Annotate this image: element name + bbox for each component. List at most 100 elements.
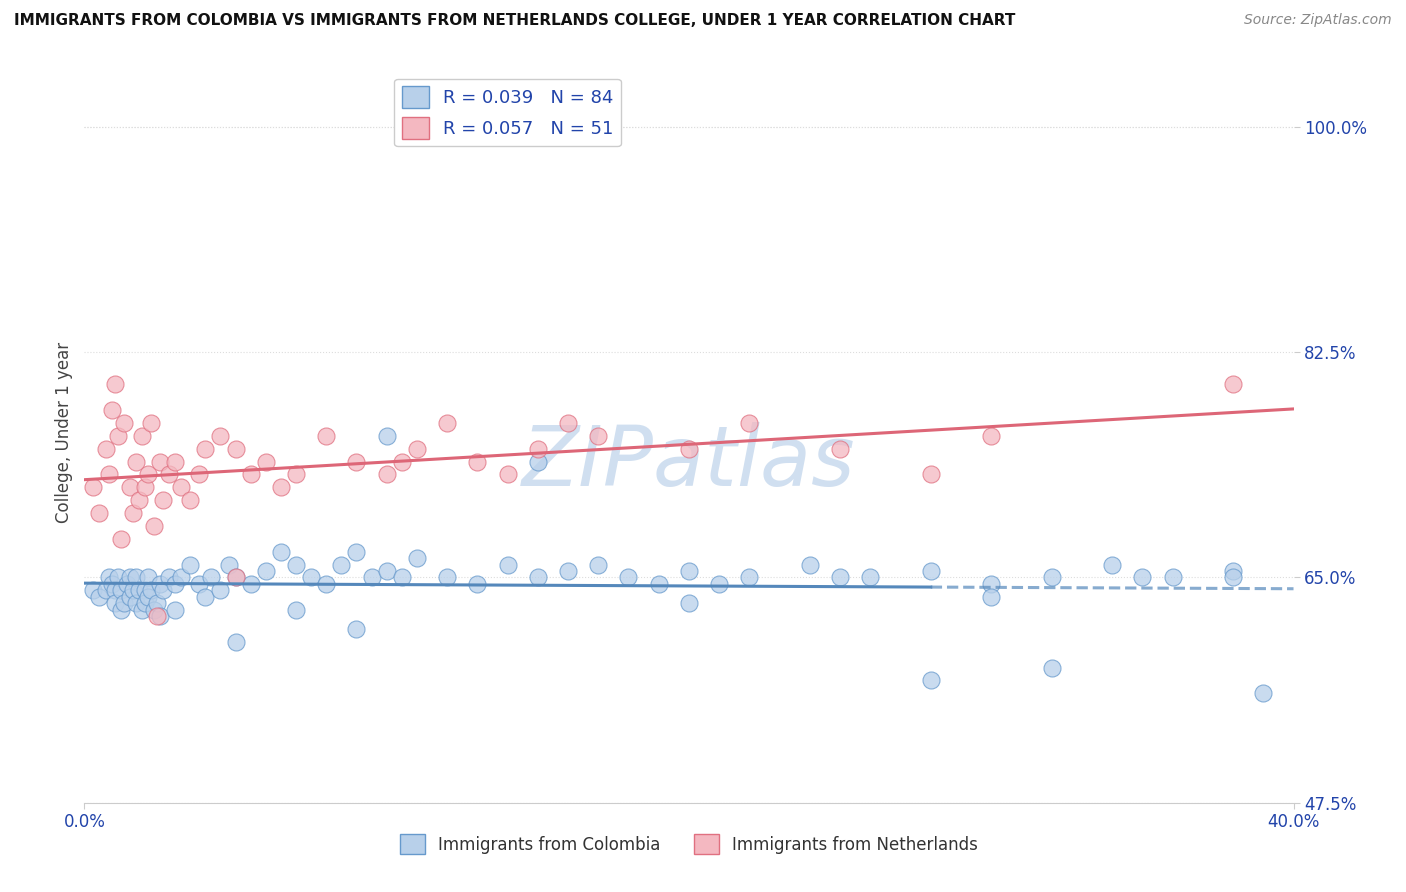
Point: [299, 570, 322, 584]
Point: [149, 609, 172, 624]
Point: [738, 570, 761, 584]
Point: [94, 442, 117, 456]
Point: [118, 570, 141, 584]
Point: [270, 545, 292, 559]
Y-axis label: College, Under 1 year: College, Under 1 year: [55, 342, 73, 524]
Point: [1161, 570, 1184, 584]
Point: [467, 454, 489, 468]
Point: [82, 583, 104, 598]
Point: [239, 467, 262, 482]
Point: [1253, 686, 1275, 700]
Text: IMMIGRANTS FROM COLOMBIA VS IMMIGRANTS FROM NETHERLANDS COLLEGE, UNDER 1 YEAR CO: IMMIGRANTS FROM COLOMBIA VS IMMIGRANTS F…: [14, 13, 1015, 29]
Point: [149, 454, 172, 468]
Point: [830, 570, 852, 584]
Point: [920, 673, 942, 688]
Point: [157, 467, 180, 482]
Point: [920, 467, 942, 482]
Point: [406, 551, 429, 566]
Point: [799, 558, 821, 572]
Point: [859, 570, 882, 584]
Point: [391, 570, 413, 584]
Point: [104, 377, 127, 392]
Point: [830, 442, 852, 456]
Point: [118, 480, 141, 494]
Point: [112, 596, 135, 610]
Point: [112, 416, 135, 430]
Point: [104, 596, 127, 610]
Point: [467, 577, 489, 591]
Point: [980, 590, 1002, 604]
Point: [125, 454, 148, 468]
Point: [121, 506, 143, 520]
Point: [97, 570, 120, 584]
Point: [118, 590, 141, 604]
Point: [254, 454, 277, 468]
Text: ZIPatlas: ZIPatlas: [522, 422, 856, 503]
Point: [588, 429, 610, 443]
Point: [346, 545, 368, 559]
Legend: Immigrants from Colombia, Immigrants from Netherlands: Immigrants from Colombia, Immigrants fro…: [394, 828, 984, 861]
Point: [375, 429, 398, 443]
Point: [678, 442, 700, 456]
Point: [131, 602, 153, 616]
Point: [1222, 564, 1244, 578]
Point: [165, 454, 187, 468]
Point: [330, 558, 353, 572]
Point: [136, 570, 159, 584]
Point: [107, 570, 129, 584]
Point: [270, 480, 292, 494]
Point: [110, 602, 132, 616]
Point: [146, 609, 169, 624]
Point: [436, 416, 458, 430]
Point: [980, 577, 1002, 591]
Point: [557, 564, 579, 578]
Point: [152, 583, 174, 598]
Point: [188, 577, 211, 591]
Point: [1132, 570, 1154, 584]
Point: [146, 596, 169, 610]
Point: [128, 493, 150, 508]
Point: [617, 570, 640, 584]
Point: [134, 583, 156, 598]
Point: [391, 454, 413, 468]
Point: [194, 442, 217, 456]
Point: [136, 467, 159, 482]
Point: [557, 416, 579, 430]
Point: [1222, 377, 1244, 392]
Point: [125, 596, 148, 610]
Point: [104, 583, 127, 598]
Point: [225, 570, 247, 584]
Point: [588, 558, 610, 572]
Text: Source: ZipAtlas.com: Source: ZipAtlas.com: [1244, 13, 1392, 28]
Point: [139, 416, 162, 430]
Point: [980, 429, 1002, 443]
Point: [225, 442, 247, 456]
Point: [157, 570, 180, 584]
Point: [134, 596, 156, 610]
Point: [100, 577, 122, 591]
Point: [678, 596, 700, 610]
Point: [170, 570, 193, 584]
Point: [121, 583, 143, 598]
Point: [709, 577, 731, 591]
Point: [346, 622, 368, 636]
Point: [131, 429, 153, 443]
Point: [406, 442, 429, 456]
Point: [285, 558, 308, 572]
Point: [152, 493, 174, 508]
Point: [315, 429, 337, 443]
Point: [1101, 558, 1123, 572]
Point: [136, 590, 159, 604]
Point: [179, 558, 201, 572]
Point: [1222, 570, 1244, 584]
Point: [285, 602, 308, 616]
Point: [527, 454, 550, 468]
Point: [134, 480, 156, 494]
Point: [94, 583, 117, 598]
Point: [142, 519, 165, 533]
Point: [496, 467, 519, 482]
Point: [239, 577, 262, 591]
Point: [89, 506, 111, 520]
Point: [648, 577, 671, 591]
Point: [110, 532, 132, 546]
